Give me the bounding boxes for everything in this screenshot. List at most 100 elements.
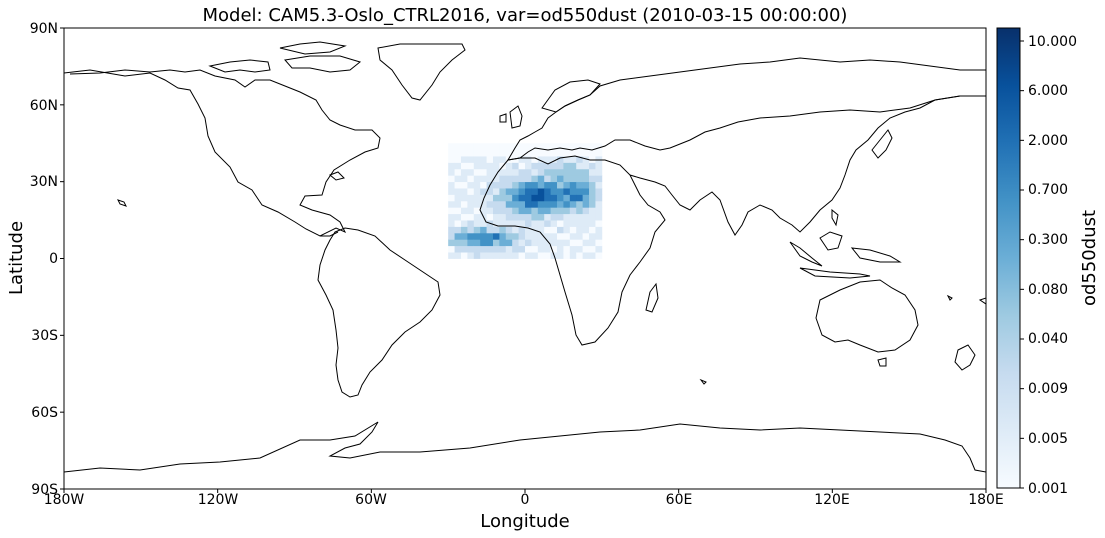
field-cell <box>473 194 481 202</box>
field-cell <box>505 200 513 208</box>
field-cell <box>557 156 564 163</box>
field-cell <box>512 168 519 176</box>
field-cell <box>563 181 571 189</box>
field-cell <box>512 156 519 163</box>
field-cell <box>505 213 513 221</box>
field-cell <box>595 239 603 247</box>
field-cell <box>460 200 468 208</box>
field-cell <box>525 175 532 183</box>
field-cell <box>563 207 571 215</box>
field-cell <box>473 175 481 183</box>
field-cell <box>480 143 487 151</box>
field-cell <box>492 220 500 227</box>
field-cell <box>499 175 507 183</box>
field-cell <box>589 168 596 176</box>
field-cell <box>550 200 558 208</box>
field-cell <box>499 188 507 195</box>
field-cell <box>589 175 596 183</box>
colorbar-tick-label: 0.080 <box>1028 282 1068 298</box>
field-cell <box>492 252 500 259</box>
field-cell <box>499 156 507 163</box>
field-cell <box>492 226 500 234</box>
field-cell <box>557 194 564 202</box>
field-cell <box>499 226 507 234</box>
field-cell <box>563 149 571 157</box>
field-cell <box>518 156 526 163</box>
field-cell <box>525 232 532 240</box>
field-cell <box>480 188 487 195</box>
field-cell <box>563 156 571 163</box>
field-cell <box>595 232 603 240</box>
field-cell <box>525 220 532 227</box>
field-cell <box>492 213 500 221</box>
field-cell <box>531 156 539 163</box>
y-tick-label: 60S <box>31 405 58 421</box>
field-cell <box>589 239 596 247</box>
field-cell <box>448 245 455 253</box>
field-cell <box>499 194 507 202</box>
colorbar-tick-label: 0.009 <box>1028 381 1068 397</box>
field-cell <box>582 239 590 247</box>
field-cell <box>454 194 462 202</box>
field-cell <box>595 220 603 227</box>
field-cell <box>576 207 584 215</box>
field-cell <box>454 162 462 170</box>
field-cell <box>480 220 487 227</box>
x-tick-labels: 180W 120W 60W 0 60E 120E 180E <box>44 492 1004 508</box>
field-cell <box>460 232 468 240</box>
field-cell <box>544 143 552 151</box>
field-cell <box>492 245 500 253</box>
field-cell <box>467 162 475 170</box>
field-cell <box>569 226 577 234</box>
field-cell <box>486 245 494 253</box>
x-axis-label: Longitude <box>480 511 570 532</box>
field-cell <box>492 200 500 208</box>
field-cell <box>550 162 558 170</box>
field-cell <box>473 252 481 259</box>
field-cell <box>576 232 584 240</box>
field-cell <box>486 213 494 221</box>
field-cell <box>563 239 571 247</box>
field-cell <box>492 188 500 195</box>
field-cell <box>563 245 571 253</box>
map-axes <box>63 27 987 490</box>
field-cell <box>473 143 481 151</box>
field-cell <box>589 226 596 234</box>
field-cell <box>531 207 539 215</box>
field-cell <box>582 143 590 151</box>
field-cell <box>473 232 481 240</box>
field-cell <box>582 213 590 221</box>
field-cell <box>595 181 603 189</box>
field-cell <box>499 207 507 215</box>
field-cell <box>467 194 475 202</box>
field-cell <box>486 194 494 202</box>
field-cell <box>525 245 532 253</box>
field-cell <box>492 194 500 202</box>
field-cell <box>448 252 455 259</box>
field-cell <box>582 200 590 208</box>
colorbar-tick-label: 0.040 <box>1028 331 1068 347</box>
field-cell <box>492 207 500 215</box>
field-cell <box>557 207 564 215</box>
field-cell <box>557 252 564 259</box>
field-cell <box>537 226 545 234</box>
field-cell <box>569 149 577 157</box>
field-cell <box>576 220 584 227</box>
field-cell <box>537 149 545 157</box>
field-cell <box>473 200 481 208</box>
field-cell <box>595 213 603 221</box>
field-cell <box>473 156 481 163</box>
field-cell <box>563 162 571 170</box>
field-cell <box>480 232 487 240</box>
field-cell <box>460 245 468 253</box>
field-cell <box>595 200 603 208</box>
field-cell <box>512 175 519 183</box>
field-cell <box>505 220 513 227</box>
field-cell <box>467 149 475 157</box>
field-cell <box>518 226 526 234</box>
field-cell <box>518 252 526 259</box>
field-cell <box>480 252 487 259</box>
field-cell <box>563 168 571 176</box>
field-cell <box>486 162 494 170</box>
field-cell <box>569 220 577 227</box>
